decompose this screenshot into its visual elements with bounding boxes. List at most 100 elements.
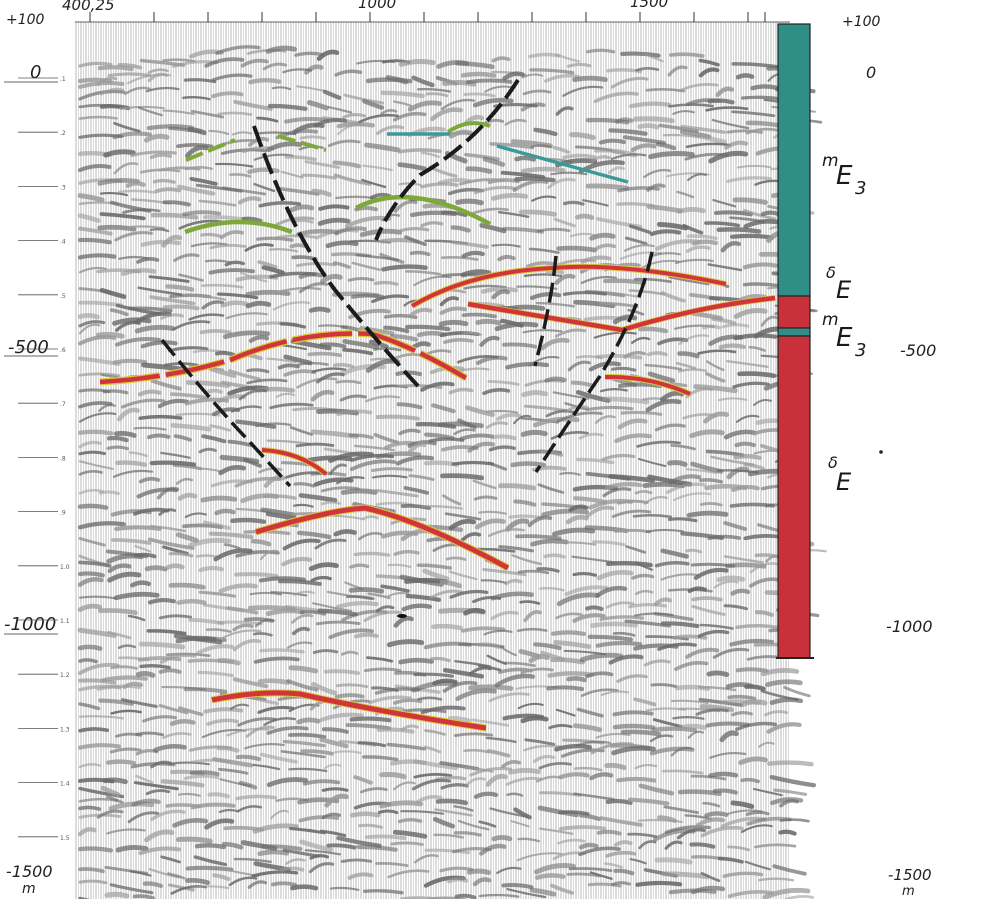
wavelet bbox=[678, 334, 710, 346]
wavelet bbox=[78, 560, 112, 568]
wavelet bbox=[150, 809, 186, 821]
wavelet bbox=[567, 360, 591, 372]
wavelet bbox=[690, 774, 727, 781]
wavelet bbox=[645, 399, 682, 413]
wavelet bbox=[466, 78, 513, 84]
wavelet bbox=[78, 460, 114, 470]
wavelet bbox=[566, 676, 587, 683]
wavelet bbox=[77, 644, 103, 651]
wavelet bbox=[731, 110, 776, 118]
wavelet bbox=[726, 176, 772, 183]
wavelet bbox=[595, 585, 628, 598]
wavelet bbox=[440, 256, 479, 261]
wavelet bbox=[204, 818, 235, 830]
wavelet bbox=[383, 325, 410, 334]
wavelet bbox=[296, 361, 329, 366]
wavelet bbox=[311, 602, 353, 612]
green-horizon-e bbox=[446, 121, 491, 134]
unit-red-block-upper bbox=[777, 295, 811, 329]
wavelet bbox=[349, 716, 392, 723]
wavelet bbox=[617, 418, 648, 430]
wavelet bbox=[389, 334, 419, 342]
wavelet bbox=[723, 521, 748, 532]
wavelet bbox=[704, 811, 729, 818]
wavelet bbox=[340, 858, 373, 863]
wavelet bbox=[78, 595, 117, 600]
wavelet bbox=[677, 789, 722, 796]
wavelet bbox=[102, 777, 128, 785]
wavelet bbox=[556, 592, 601, 607]
time-tick-label: .1 bbox=[60, 76, 66, 83]
wavelet bbox=[490, 434, 517, 441]
wavelet bbox=[429, 656, 451, 663]
wavelet bbox=[396, 402, 423, 410]
fault-c bbox=[160, 338, 292, 488]
wavelet bbox=[78, 662, 120, 675]
wavelet bbox=[387, 869, 430, 879]
wavelet bbox=[138, 476, 161, 484]
wavelet bbox=[176, 599, 207, 605]
right-depth-unit: m bbox=[902, 884, 915, 899]
wavelet bbox=[434, 808, 473, 817]
wavelet bbox=[276, 286, 322, 294]
wavelet bbox=[523, 744, 562, 752]
wavelet bbox=[645, 635, 689, 641]
wavelet bbox=[214, 350, 236, 357]
wavelet bbox=[157, 398, 189, 409]
wavelet bbox=[371, 294, 410, 304]
wavelet bbox=[334, 693, 365, 699]
wavelet bbox=[316, 372, 345, 384]
wavelet bbox=[380, 108, 398, 116]
wavelet bbox=[559, 471, 581, 476]
wavelet bbox=[77, 429, 114, 436]
wavelet bbox=[733, 307, 768, 319]
wavelet bbox=[573, 723, 603, 733]
wavelet bbox=[99, 212, 146, 221]
wavelet bbox=[475, 318, 502, 326]
wavelet bbox=[235, 550, 280, 558]
wavelet bbox=[336, 123, 365, 136]
wavelet bbox=[113, 591, 160, 601]
wavelet bbox=[183, 687, 228, 694]
wavelet bbox=[78, 335, 116, 346]
wavelet bbox=[625, 545, 647, 554]
wavelet bbox=[541, 508, 589, 518]
wavelet bbox=[255, 422, 292, 428]
wavelet bbox=[579, 652, 624, 663]
wavelet bbox=[212, 873, 231, 882]
wavelet bbox=[226, 727, 270, 737]
wavelet bbox=[320, 273, 343, 284]
wavelet bbox=[185, 380, 231, 388]
wavelet bbox=[293, 503, 314, 508]
wavelet bbox=[132, 894, 156, 899]
wavelet bbox=[266, 141, 303, 153]
wavelet bbox=[599, 388, 628, 393]
wavelet bbox=[676, 190, 695, 199]
wavelet bbox=[454, 61, 495, 70]
wavelet bbox=[687, 586, 708, 593]
wavelet bbox=[487, 461, 508, 471]
wavelet bbox=[234, 572, 279, 579]
wavelet bbox=[769, 697, 804, 705]
wavelet bbox=[447, 716, 471, 723]
wavelet bbox=[697, 349, 737, 355]
wavelet bbox=[532, 754, 556, 764]
wavelet bbox=[737, 371, 777, 379]
fault-d bbox=[533, 255, 558, 367]
wavelet bbox=[238, 388, 268, 401]
wavelet bbox=[682, 223, 704, 235]
wavelet bbox=[262, 494, 297, 500]
wavelet bbox=[589, 772, 614, 781]
wavelet bbox=[519, 600, 541, 605]
wavelet bbox=[711, 118, 750, 130]
wavelet bbox=[313, 117, 348, 128]
wavelet bbox=[686, 234, 718, 241]
wavelet bbox=[660, 548, 689, 559]
wavelet bbox=[321, 787, 349, 792]
wavelet bbox=[573, 792, 615, 801]
wavelet bbox=[298, 493, 338, 503]
wavelet bbox=[383, 313, 418, 320]
wavelet bbox=[357, 531, 383, 541]
wavelet bbox=[487, 178, 520, 185]
wavelet bbox=[77, 253, 117, 260]
